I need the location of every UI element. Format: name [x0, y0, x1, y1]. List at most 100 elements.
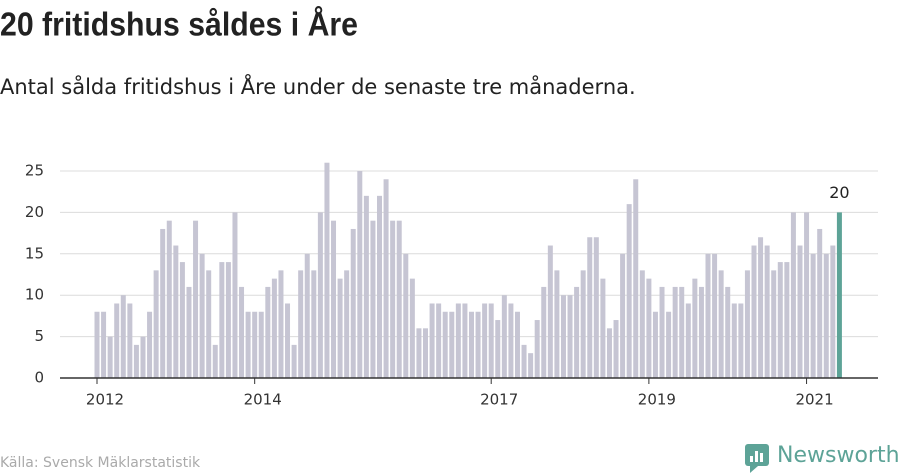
bar [94, 311, 100, 378]
bar [784, 262, 790, 378]
y-tick-label: 5 [34, 327, 44, 345]
bar [449, 311, 455, 378]
bar [258, 311, 264, 378]
bar [606, 328, 612, 378]
bar [593, 237, 599, 378]
bar [659, 286, 665, 378]
bar [528, 353, 534, 378]
bar [600, 278, 606, 378]
x-tick-label: 2019 [638, 391, 676, 409]
bar [133, 344, 139, 378]
bar [482, 303, 488, 378]
bar [475, 311, 481, 378]
bar [101, 311, 107, 378]
y-tick-label: 10 [25, 286, 44, 304]
y-tick-label: 0 [34, 369, 44, 387]
bar [140, 336, 146, 378]
bar [179, 262, 185, 378]
bar [423, 328, 428, 378]
bar [633, 179, 639, 378]
bar [620, 253, 626, 378]
bar [304, 253, 310, 378]
bar [731, 303, 737, 378]
bar [488, 303, 494, 378]
brand-logo: Newsworthy [745, 443, 900, 473]
bar [692, 278, 698, 378]
bar [265, 286, 271, 378]
bar [501, 295, 507, 378]
bar [107, 336, 113, 378]
bar [311, 270, 317, 378]
bar [199, 253, 205, 378]
bar [206, 270, 212, 378]
bar [672, 286, 678, 378]
bar [639, 270, 645, 378]
x-tick-label: 2021 [795, 391, 833, 409]
bar [685, 303, 691, 378]
bar [817, 228, 823, 378]
bar [239, 286, 245, 378]
bar [331, 220, 337, 378]
bar [462, 303, 468, 378]
bar [580, 270, 586, 378]
logo-tail [750, 466, 758, 473]
bar [777, 262, 783, 378]
bar [455, 303, 461, 378]
bar [797, 245, 803, 378]
bar [442, 311, 448, 378]
bar [534, 320, 540, 378]
y-tick-label: 20 [25, 203, 44, 221]
bar [245, 311, 251, 378]
bar [698, 286, 704, 378]
bar [127, 303, 133, 378]
bar [252, 311, 258, 378]
data-label: 20 [829, 183, 849, 202]
bar [403, 253, 409, 378]
bar [626, 204, 632, 378]
bar [324, 162, 330, 378]
bar [219, 262, 225, 378]
bar [751, 245, 757, 378]
bar [790, 212, 796, 378]
logo-bar [750, 456, 753, 462]
bar [232, 212, 238, 378]
bar [554, 270, 560, 378]
bar [468, 311, 474, 378]
bar [587, 237, 593, 378]
bar [725, 286, 731, 378]
bar [574, 286, 580, 378]
bar [810, 253, 816, 378]
bar [285, 303, 291, 378]
brand: Newsworthy [777, 443, 900, 468]
bar [764, 245, 770, 378]
bar [153, 270, 159, 378]
chart-title: 20 fritidshus såldes i Åre [0, 6, 358, 43]
bar [390, 220, 396, 378]
bar [652, 311, 658, 378]
bar [212, 344, 218, 378]
bar [560, 295, 566, 378]
bar [291, 344, 297, 378]
bar [278, 270, 284, 378]
bar [758, 237, 764, 378]
bar [666, 311, 672, 378]
bar [712, 253, 718, 378]
bar [823, 253, 829, 378]
bar [193, 220, 199, 378]
bar [298, 270, 304, 378]
logo-bar [755, 451, 758, 462]
bar [271, 278, 277, 378]
bar [830, 245, 836, 378]
bar [357, 171, 363, 378]
bar [738, 303, 744, 378]
bar [495, 320, 501, 378]
bar [337, 278, 343, 378]
x-tick-label: 2014 [244, 391, 282, 409]
logo-bar [760, 453, 763, 462]
bar [225, 262, 231, 378]
x-tick-label: 2017 [480, 391, 518, 409]
bar [436, 303, 442, 378]
source: Källa: Svensk Mäklarstatistik [0, 455, 201, 471]
bar [396, 220, 402, 378]
